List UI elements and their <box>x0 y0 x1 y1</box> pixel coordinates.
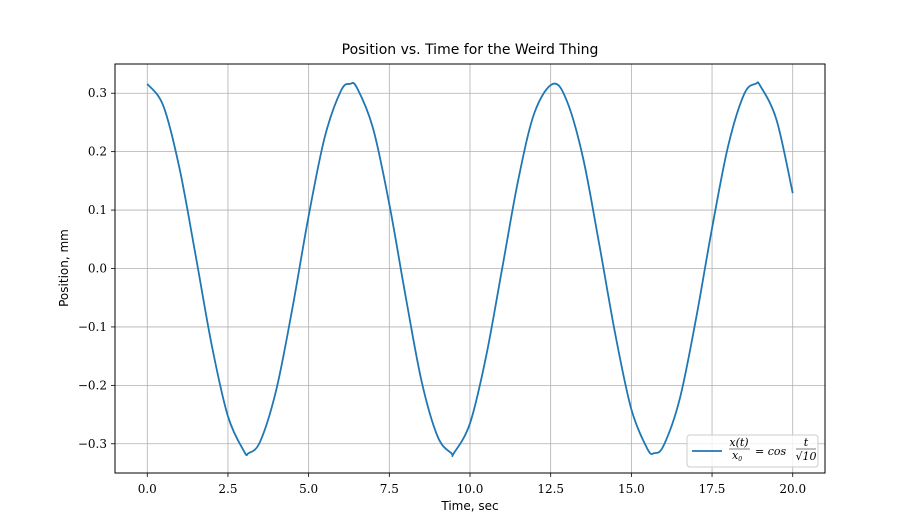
x-tick-label: 12.5 <box>537 482 564 496</box>
y-tick-label: 0.3 <box>88 86 107 100</box>
y-tick-label: 0.1 <box>88 203 107 217</box>
y-tick-label: 0.2 <box>88 145 107 159</box>
x-tick-label: 7.5 <box>380 482 399 496</box>
y-tick-label: 0.0 <box>88 262 107 276</box>
legend-rhs-numerator: t <box>804 436 809 449</box>
y-tick-label: −0.2 <box>78 378 107 392</box>
legend-lhs-denominator-sub: 0 <box>738 456 742 463</box>
x-tick-label: 15.0 <box>618 482 645 496</box>
x-tick-label: 10.0 <box>457 482 484 496</box>
series-line <box>146 81 794 457</box>
y-axis-label: Position, mm <box>57 229 71 307</box>
series-layer <box>146 81 794 457</box>
legend: x(t) x0 = cos t √10 <box>686 434 819 468</box>
x-axis-label: Time, sec <box>440 499 498 513</box>
legend-lhs-denominator: x0 <box>732 449 742 463</box>
y-tick-label: −0.1 <box>78 320 107 334</box>
x-tick-label: 2.5 <box>218 482 237 496</box>
legend-lhs-numerator: x(t) <box>729 436 748 449</box>
x-tick-label: 20.0 <box>779 482 806 496</box>
legend-eq-cos: = cos <box>755 445 786 458</box>
ticks-layer: 0.0 2.5 5.0 7.5 10.0 12.5 15.0 17.5 20.0 −0.3 −0.2… <box>78 86 806 496</box>
x-tick-label: 0.0 <box>138 482 157 496</box>
legend-box <box>686 434 819 468</box>
chart-title: Position vs. Time for the Weird Thing <box>342 42 599 58</box>
x-tick-label: 17.5 <box>699 482 726 496</box>
y-tick-label: −0.3 <box>78 437 107 451</box>
legend-lhs-denominator-var: x <box>732 449 739 462</box>
legend-rhs-denominator: √10 <box>795 450 816 463</box>
x-tick-label: 5.0 <box>299 482 318 496</box>
